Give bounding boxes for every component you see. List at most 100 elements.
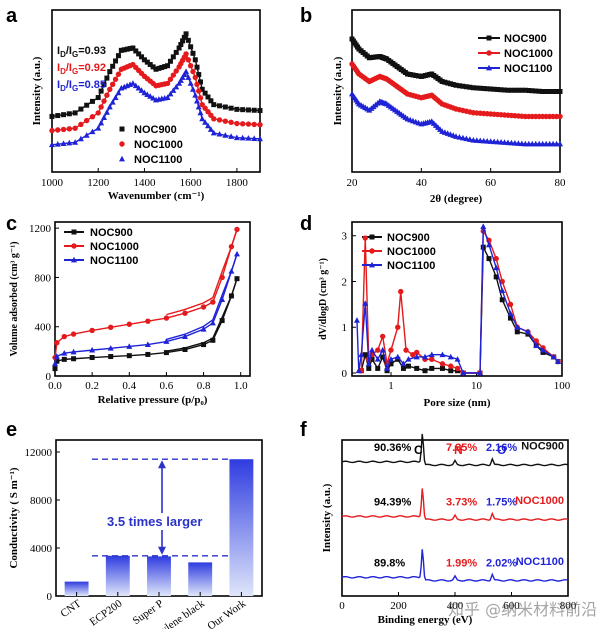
data-point-d	[395, 324, 401, 330]
data-point-a	[195, 103, 202, 110]
data-point-a	[115, 71, 122, 77]
ratio-label-a: ID/IG=0.93	[57, 45, 106, 59]
data-point-a	[197, 79, 203, 85]
data-point-d	[507, 301, 514, 308]
y-tick-label-c: 0	[46, 371, 52, 383]
data-point-a	[61, 112, 67, 118]
data-point-d	[499, 297, 505, 303]
spectrum-line-f	[341, 488, 569, 521]
data-point-c	[201, 342, 207, 348]
data-point-a	[194, 97, 201, 104]
ratio-label-part: D	[60, 84, 66, 93]
data-point-a	[89, 98, 95, 104]
ratio-arrow-head-up	[158, 460, 166, 469]
data-point-a	[150, 64, 156, 70]
data-point-a	[95, 125, 102, 131]
data-point-d	[493, 274, 499, 280]
data-point-b	[498, 87, 504, 93]
data-point-b	[445, 80, 451, 86]
data-point-b	[526, 88, 532, 93]
data-point-c	[210, 337, 216, 343]
data-point-d	[362, 352, 368, 358]
series-label-f: NOC1100	[516, 556, 564, 568]
data-point-a	[228, 133, 235, 139]
data-point-c	[108, 324, 114, 331]
x-tick-label-d: 1	[388, 380, 394, 392]
data-point-a	[98, 88, 104, 94]
bar-ecp200	[105, 555, 130, 596]
data-point-a	[207, 126, 214, 132]
data-point-d	[414, 365, 420, 371]
data-point-b	[456, 83, 462, 89]
data-point-a	[199, 86, 205, 92]
data-point-b	[543, 89, 549, 94]
y-tick-label-d: 2	[342, 276, 348, 288]
data-point-b	[519, 87, 525, 93]
data-point-a	[176, 80, 183, 86]
data-point-a	[187, 80, 194, 86]
data-point-c	[182, 333, 188, 339]
data-point-a	[49, 141, 55, 148]
ratio-arrow-head-down	[158, 546, 166, 555]
data-point-b	[477, 85, 483, 91]
data-point-b	[453, 133, 459, 139]
bar-our-work	[229, 459, 254, 596]
bar-cnt	[64, 581, 89, 596]
data-point-b	[495, 87, 501, 92]
data-point-a	[234, 106, 240, 112]
data-point-a	[183, 68, 190, 74]
data-point-a	[124, 46, 130, 52]
data-point-a	[257, 135, 263, 142]
data-point-a	[54, 140, 61, 147]
bar-super-p	[147, 556, 171, 596]
data-point-a	[196, 88, 202, 94]
data-point-d	[439, 361, 446, 367]
legend-label-d: NOC1100	[387, 260, 435, 272]
x-tick-label-f: 400	[447, 600, 464, 612]
data-point-b	[474, 85, 480, 91]
data-point-c	[219, 318, 225, 324]
data-point-b	[522, 87, 528, 93]
data-point-a	[78, 106, 84, 112]
data-point-a	[181, 71, 188, 77]
data-point-c	[89, 355, 95, 361]
data-point-d	[366, 365, 372, 371]
data-point-d	[439, 351, 446, 358]
y-axis-title-f: Intensity (a.u.)	[321, 483, 333, 552]
x-tick-label-f: 0	[339, 600, 345, 612]
series-c-NOC900	[52, 276, 240, 372]
data-point-a	[188, 44, 194, 50]
ratio-label-a: ID/IG=0.92	[57, 62, 106, 76]
legend-marker-c	[71, 256, 77, 263]
legend-marker-a	[119, 141, 125, 147]
data-point-d	[405, 363, 411, 369]
watermark: 知乎 @纳米材料前沿	[448, 596, 598, 626]
data-point-d	[508, 315, 514, 321]
data-point-a	[202, 119, 209, 125]
data-point-d	[422, 368, 428, 374]
data-point-d	[355, 367, 362, 374]
data-point-a	[55, 113, 61, 119]
data-point-d	[400, 360, 407, 367]
data-point-a	[109, 99, 116, 105]
data-point-a	[139, 54, 145, 60]
data-point-a	[197, 95, 204, 101]
data-point-d	[410, 351, 416, 358]
data-point-a	[222, 104, 228, 110]
ratio-label-part: I	[57, 62, 60, 74]
spectrum-line-f	[341, 433, 569, 467]
x-tick-label-c: 1.0	[234, 380, 248, 392]
x-tick-label-b: 20	[347, 177, 359, 189]
data-point-d	[514, 324, 521, 330]
data-point-a	[118, 47, 124, 53]
data-point-d	[477, 369, 484, 376]
data-point-d	[533, 342, 540, 348]
y-tick-label-d: 1	[342, 322, 348, 334]
data-point-d	[514, 329, 520, 335]
legend-label-d: NOC900	[387, 232, 430, 244]
ratio-label-part: D	[60, 67, 66, 76]
data-point-b	[536, 88, 542, 94]
data-point-c	[89, 346, 96, 353]
data-point-c	[144, 341, 151, 347]
